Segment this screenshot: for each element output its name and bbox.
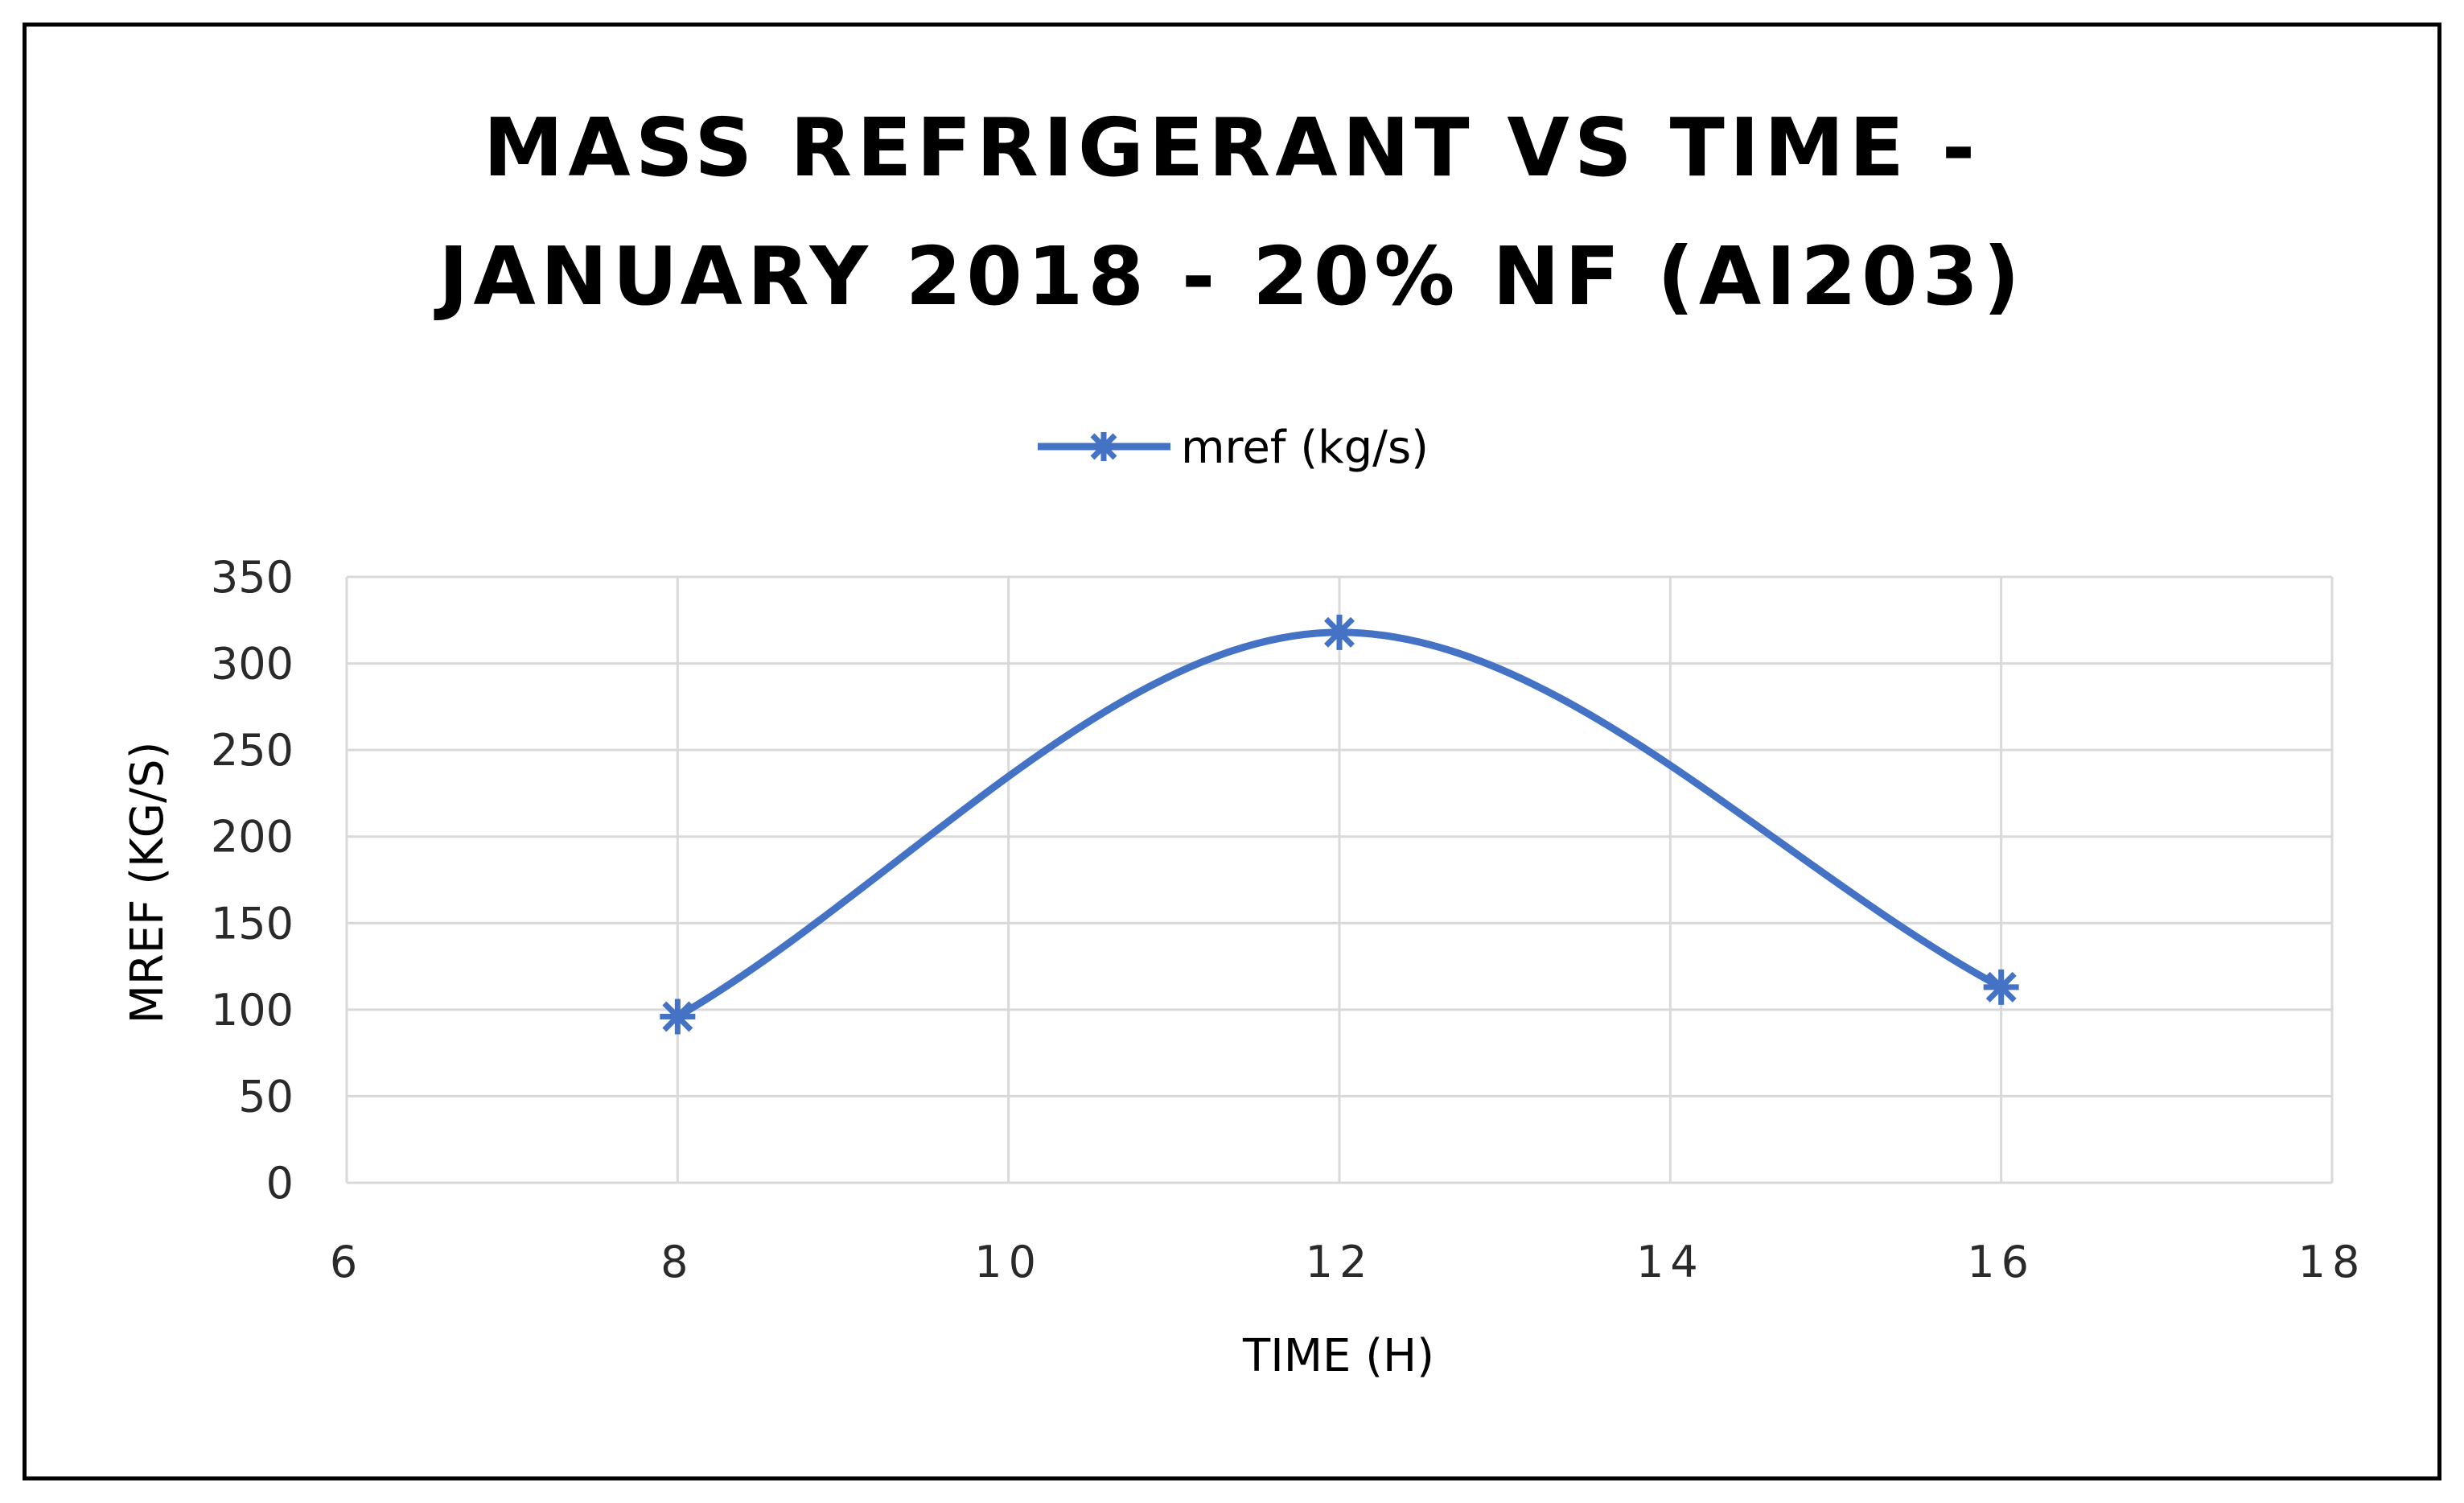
x-tick-label: 14 <box>1636 1237 1705 1287</box>
legend-marker-icon <box>1089 432 1118 461</box>
y-axis-ticks: 0 50 100 150 200 250 300 350 <box>211 552 294 1209</box>
data-point-marker <box>1983 969 2019 1005</box>
y-tick-label: 250 <box>211 725 294 776</box>
data-point-marker <box>1322 614 1357 650</box>
x-tick-label: 8 <box>660 1237 694 1287</box>
x-tick-label: 6 <box>330 1237 364 1287</box>
x-axis-ticks: 6 8 10 12 14 16 18 <box>330 1237 2367 1287</box>
x-axis-title: TIME (H) <box>1242 1330 1434 1382</box>
chart-frame <box>23 23 2441 1480</box>
y-tick-label: 150 <box>211 898 294 949</box>
x-tick-label: 18 <box>2298 1237 2367 1287</box>
x-tick-label: 10 <box>974 1237 1043 1287</box>
y-tick-label: 200 <box>211 812 294 863</box>
chart-title-line-1: MASS REFRIGERANT VS TIME - <box>483 101 1980 195</box>
legend: mref (kg/s) <box>1038 422 1429 474</box>
x-tick-label: 16 <box>1967 1237 2035 1287</box>
y-tick-label: 350 <box>211 552 294 603</box>
chart-title-line-2: JANUARY 2018 - 20% NF (AI203) <box>434 229 2025 323</box>
y-tick-label: 0 <box>266 1158 294 1209</box>
data-point-marker <box>660 999 696 1035</box>
legend-label: mref (kg/s) <box>1181 422 1429 474</box>
x-tick-label: 12 <box>1306 1237 1374 1287</box>
y-tick-label: 50 <box>238 1071 294 1122</box>
y-axis-title: MREF (KG/S) <box>121 742 174 1024</box>
y-tick-label: 300 <box>211 639 294 690</box>
y-tick-label: 100 <box>211 985 294 1036</box>
grid <box>345 575 2334 1184</box>
series <box>660 614 2019 1035</box>
